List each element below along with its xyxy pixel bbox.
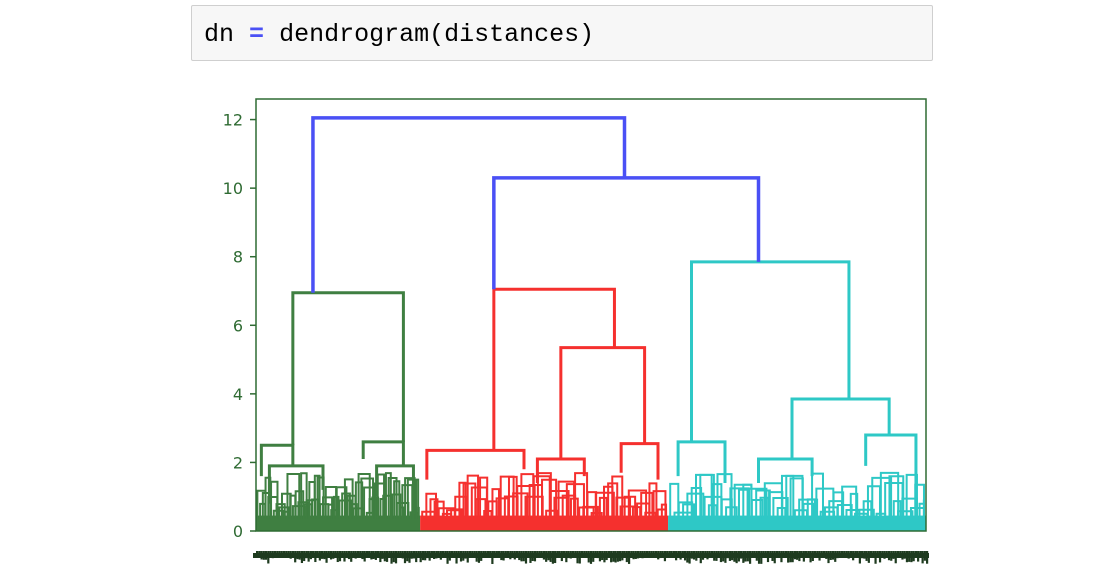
sub-link: [528, 483, 544, 519]
cluster-3-link: [676, 440, 727, 483]
leaf-mass-cluster-3: [668, 515, 926, 531]
sub-link: [892, 500, 902, 519]
sub-link: [811, 472, 824, 519]
cluster-2-link: [559, 346, 647, 459]
sub-link: [387, 476, 398, 519]
cluster-1-link: [361, 440, 405, 466]
sub-link: [648, 482, 658, 519]
leaf-mass-cluster-2: [420, 515, 669, 531]
y-tick-label: 4: [233, 385, 243, 404]
cluster-1-link: [375, 464, 415, 497]
sub-link: [512, 492, 529, 519]
sub-link: [425, 492, 438, 519]
cluster-3-link: [790, 397, 891, 459]
sub-link: [746, 487, 768, 519]
cluster-3-link: [757, 457, 814, 483]
cluster-2-link: [535, 457, 586, 483]
sub-link: [297, 501, 310, 519]
cluster-3-link: [864, 433, 918, 490]
sub-link: [433, 500, 445, 519]
y-tick-label: 0: [233, 522, 243, 541]
sub-link: [720, 498, 733, 519]
sub-link: [849, 492, 859, 519]
sub-link: [313, 474, 321, 519]
sub-link: [406, 478, 415, 519]
cluster-1-link: [259, 443, 295, 477]
y-tick-label: 8: [233, 248, 243, 267]
sub-link: [466, 474, 480, 519]
sub-link: [897, 510, 914, 519]
sub-link: [450, 508, 464, 519]
sub-link: [270, 480, 279, 519]
cluster-1-link: [291, 291, 405, 446]
sub-link: [417, 506, 420, 519]
x-leaf-tick-labels-band: [253, 553, 929, 558]
sub-link: [557, 480, 576, 519]
dendrogram-chart: 0 2 4 6 8 10 12: [223, 98, 929, 564]
code-call: dendrogram(distances): [279, 20, 595, 49]
sub-link: [768, 491, 784, 519]
y-tick-label: 6: [233, 316, 243, 335]
code-cell[interactable]: dn = dendrogram(distances): [191, 5, 933, 61]
sub-link: [286, 472, 301, 519]
sub-link: [343, 478, 354, 519]
sub-link: [479, 476, 489, 519]
sub-link: [640, 491, 654, 519]
sub-link: [772, 497, 789, 519]
sub-link: [841, 485, 858, 519]
sub-link: [335, 486, 348, 519]
sub-link: [393, 480, 401, 519]
sub-link: [858, 508, 875, 519]
y-tick-label: 2: [233, 453, 243, 472]
sub-link: [879, 471, 900, 519]
sub-link: [415, 478, 420, 519]
code-operator: =: [249, 20, 265, 49]
top-link: [311, 116, 627, 293]
sub-link: [553, 496, 570, 519]
sub-link: [357, 473, 371, 519]
sub-link: [682, 503, 695, 519]
code-line: dn = dendrogram(distances): [204, 20, 594, 49]
cluster-3-link: [690, 260, 851, 442]
sub-link: [541, 478, 558, 519]
cluster-1-link: [267, 464, 325, 504]
sub-link: [627, 489, 648, 519]
sub-link: [429, 498, 439, 519]
cluster-2-link: [619, 442, 660, 480]
top-link: [492, 176, 761, 290]
plot-frame: [255, 98, 927, 532]
sub-link: [615, 496, 632, 519]
cluster-2-link: [492, 287, 616, 451]
leaf-mass-cluster-1: [256, 515, 421, 531]
sub-link: [322, 496, 334, 519]
sub-link: [750, 499, 764, 519]
sub-link: [278, 506, 290, 519]
sub-link: [905, 473, 918, 519]
sub-link: [491, 488, 501, 519]
sub-link: [789, 477, 804, 519]
code-variable: dn: [204, 20, 235, 49]
y-tick-label: 10: [223, 179, 243, 198]
y-tick-label: 12: [223, 111, 243, 130]
cluster-2-link: [425, 448, 526, 480]
sub-link: [300, 472, 308, 519]
